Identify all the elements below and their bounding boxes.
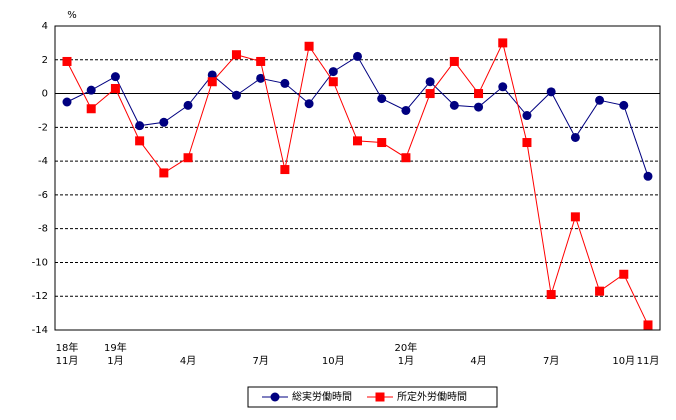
point: [353, 136, 362, 146]
legend-label: 所定外労働時間: [397, 390, 467, 403]
point: [86, 104, 96, 114]
point: [546, 87, 556, 97]
point: [619, 100, 629, 110]
point: [595, 95, 605, 105]
x-tick-label: 1月: [107, 355, 123, 367]
point: [62, 56, 72, 66]
point: [449, 56, 459, 66]
point: [643, 320, 653, 330]
x-tick-label: 10月: [322, 355, 345, 367]
y-tick-label: 0: [42, 89, 48, 100]
point: [401, 105, 411, 115]
y-tick-label: -14: [32, 325, 48, 336]
point: [643, 171, 653, 181]
x-year-label: 20年: [395, 341, 418, 354]
y-tick-label: -4: [38, 156, 48, 167]
x-tick-label: 10月: [612, 355, 635, 367]
y-tick-label: -2: [38, 122, 48, 133]
point: [86, 85, 96, 95]
point: [498, 82, 508, 92]
x-year-label: 19年: [104, 341, 127, 354]
point: [328, 67, 338, 77]
x-tick-label: 4月: [180, 355, 196, 367]
point: [231, 90, 241, 100]
series-line: [66, 41, 649, 326]
point: [449, 100, 459, 110]
point: [425, 77, 435, 87]
point: [159, 168, 169, 178]
x-tick-label: 11月: [637, 355, 660, 367]
point: [425, 89, 435, 99]
point: [498, 38, 508, 48]
series-line: [66, 55, 649, 177]
point: [570, 212, 580, 222]
point: [304, 99, 314, 109]
legend-marker: [270, 392, 280, 402]
point: [377, 94, 387, 104]
x-tick-label: 7月: [252, 355, 268, 367]
unit-label: %: [67, 10, 77, 21]
y-tick-label: 2: [42, 55, 48, 66]
point: [231, 50, 241, 60]
point: [401, 153, 411, 163]
x-tick-label: 11月: [56, 355, 79, 367]
point: [135, 136, 145, 146]
point: [474, 89, 484, 99]
y-tick-label: -12: [32, 291, 48, 302]
point: [280, 165, 290, 175]
point: [135, 121, 145, 131]
y-tick-label: -6: [38, 190, 48, 201]
x-year-label: 18年: [56, 341, 79, 354]
point: [328, 77, 338, 87]
point: [377, 138, 387, 148]
point: [619, 269, 629, 279]
plot-area: [54, 25, 661, 331]
legend-box: [247, 386, 498, 408]
point: [207, 77, 217, 87]
y-tick-label: 4: [42, 21, 48, 32]
point: [595, 286, 605, 296]
y-tick-label: -8: [38, 224, 48, 235]
point: [522, 138, 532, 148]
point: [110, 72, 120, 82]
point: [110, 83, 120, 93]
point: [183, 153, 193, 163]
point: [570, 132, 580, 142]
point: [207, 70, 217, 80]
point: [474, 102, 484, 112]
point: [546, 290, 556, 300]
x-tick-label: 1月: [398, 355, 414, 367]
point: [353, 51, 362, 61]
legend-marker: [375, 392, 385, 402]
legend-label: 総実労働時間: [292, 390, 352, 403]
point: [256, 56, 266, 66]
x-tick-label: 4月: [470, 355, 486, 367]
point: [522, 111, 532, 121]
y-tick-label: -10: [32, 257, 48, 268]
point: [280, 78, 290, 88]
point: [183, 100, 193, 110]
point: [304, 41, 314, 51]
point: [256, 73, 266, 83]
point: [159, 117, 169, 127]
x-tick-label: 7月: [543, 355, 559, 367]
point: [62, 97, 72, 107]
